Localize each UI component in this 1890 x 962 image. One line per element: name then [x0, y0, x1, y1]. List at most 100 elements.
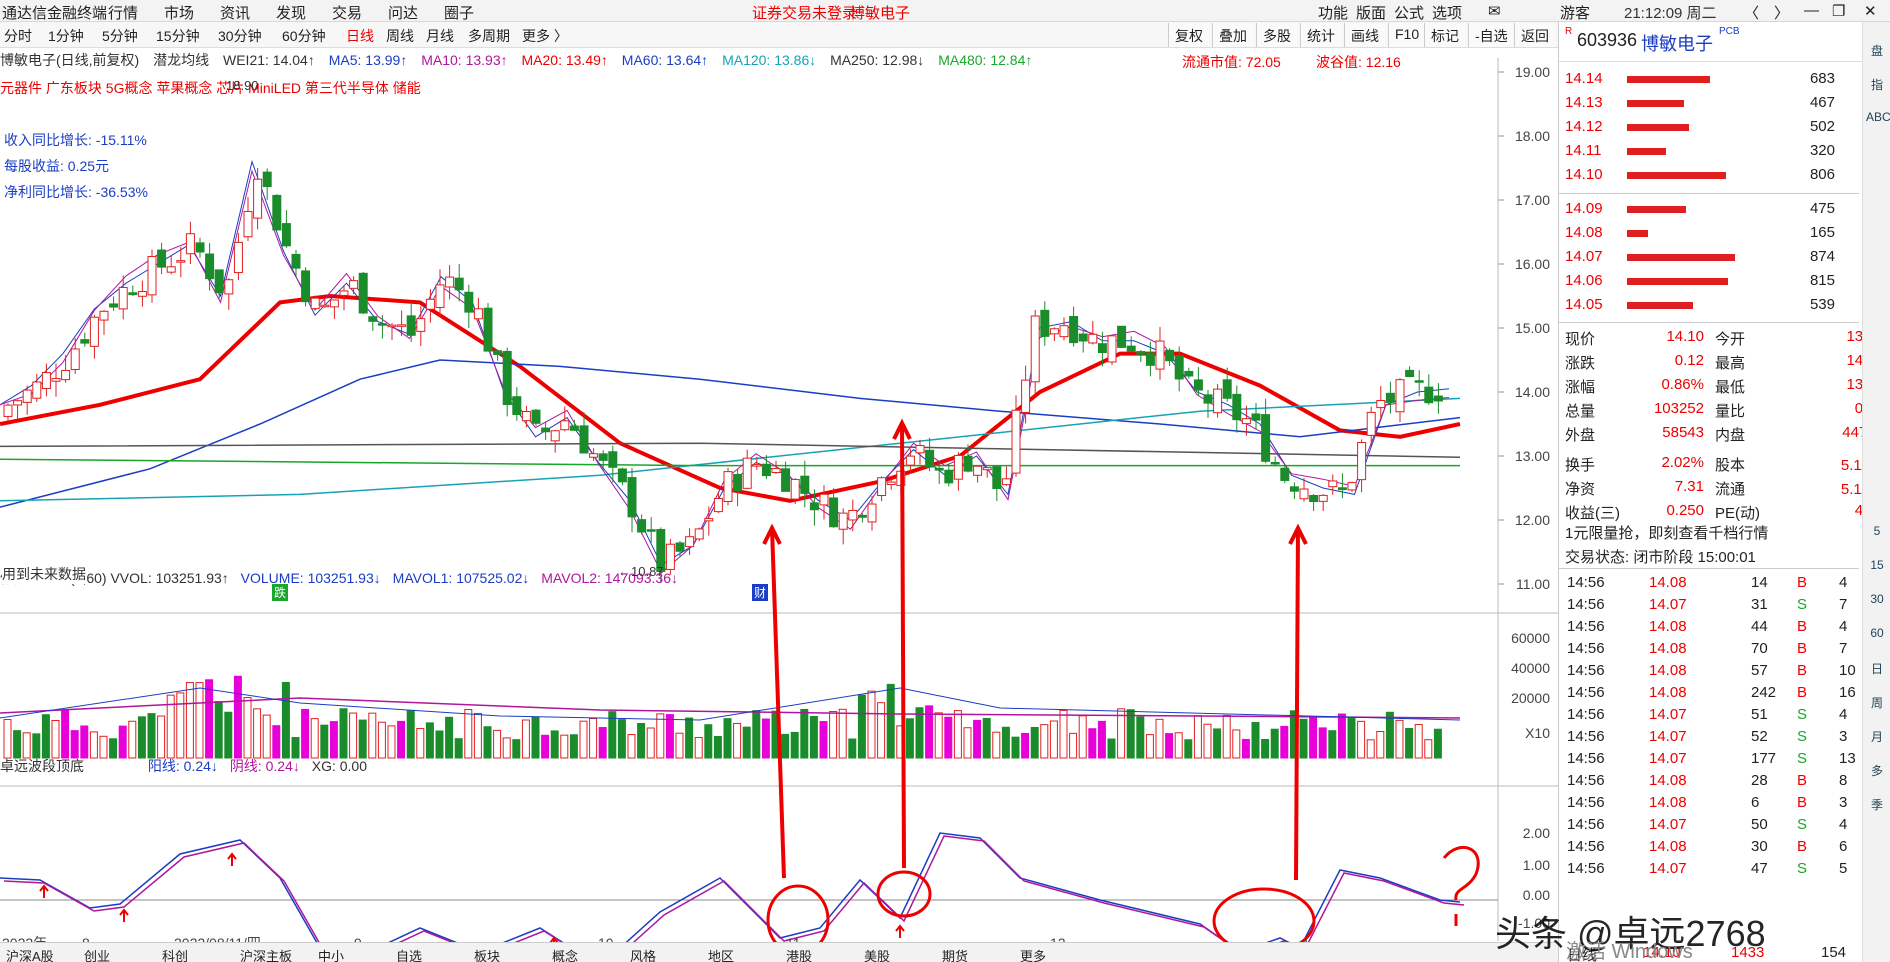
period-tab-60min[interactable]: 60分钟 [282, 28, 326, 44]
bid-row[interactable]: 14.06 815 [1565, 272, 1835, 294]
bottom-tab-4[interactable]: 中小 [318, 949, 345, 962]
side-tool-4[interactable]: 15 [1870, 558, 1884, 572]
bottom-tab-5[interactable]: 自选 [396, 949, 423, 962]
menu-gongneng[interactable]: 功能 [1318, 5, 1349, 22]
menu-hangqing[interactable]: 行情 [108, 5, 139, 22]
bottom-tab-6[interactable]: 板块 [474, 949, 501, 962]
period-tab-30min[interactable]: 30分钟 [218, 28, 262, 44]
kline-chart[interactable]: 19.0018.0017.0016.0015.0014.0013.0012.00… [0, 48, 1558, 942]
period-tab-5min[interactable]: 5分钟 [102, 28, 138, 44]
message-icon[interactable]: ✉ [1488, 3, 1501, 20]
period-tab-15min[interactable]: 15分钟 [156, 28, 200, 44]
period-tab-fenshi[interactable]: 分时 [4, 28, 32, 44]
restore-icon[interactable]: ❐ [1832, 3, 1846, 20]
tongji-button[interactable]: 统计 [1300, 23, 1341, 47]
menu-jiaoyi[interactable]: 交易 [332, 5, 363, 22]
side-tool-7[interactable]: 日 [1870, 662, 1883, 676]
volume-bar [329, 721, 338, 759]
side-tool-5[interactable]: 30 [1870, 592, 1884, 606]
diejia-button[interactable]: 叠加 [1212, 23, 1253, 47]
candle-body [1376, 399, 1386, 409]
menu-banmian[interactable]: 版面 [1356, 5, 1387, 22]
menu-shichang[interactable]: 市场 [164, 5, 195, 22]
candle-body [982, 467, 992, 471]
huaxian-button[interactable]: 画线 [1344, 23, 1385, 47]
forward-arrow-icon[interactable]: 〉 [1774, 5, 1790, 22]
menu-quanzi[interactable]: 圈子 [444, 5, 475, 22]
bottom-tab-7[interactable]: 概念 [552, 949, 579, 962]
tick-volume: 177 [1751, 750, 1777, 767]
oscillator-name[interactable]: 卓远波段顶底 [0, 758, 84, 774]
period-tab-more[interactable]: 更多 〉 [522, 28, 568, 44]
fuquan-button[interactable]: 复权 [1168, 23, 1209, 47]
period-tab-weekly[interactable]: 周线 [386, 28, 414, 44]
bid-row[interactable]: 14.09 475 [1565, 200, 1835, 222]
bottom-tab-10[interactable]: 港股 [786, 949, 813, 962]
candle-body [1040, 309, 1050, 337]
stock-name[interactable]: 博敏电子 [1641, 34, 1713, 54]
bottom-tab-1[interactable]: 创业 [84, 949, 111, 962]
period-tab-daily[interactable]: 日线 [346, 28, 374, 44]
depth-bar [1627, 124, 1689, 131]
bottom-tab-3[interactable]: 沪深主板 [240, 949, 293, 962]
back-arrow-icon[interactable]: 〈 [1744, 5, 1760, 22]
close-icon[interactable]: ✕ [1864, 3, 1877, 20]
side-tool-10[interactable]: 多 [1870, 764, 1883, 778]
menu-gongshi[interactable]: 公式 [1394, 5, 1425, 22]
bottom-tab-11[interactable]: 美股 [864, 949, 891, 962]
concept-tags[interactable]: 元器件 广东板块 5G概念 苹果概念 芯片 MiniLED 第三代半导体 储能 [0, 80, 421, 96]
side-tool-3[interactable]: 5 [1873, 524, 1881, 538]
side-tool-11[interactable]: 季 [1870, 798, 1883, 812]
tick-last-row: 日线 14.10 1433 154 [1559, 944, 1859, 962]
ask-row[interactable]: 14.14 683 [1565, 70, 1835, 92]
menu-xuanxiang[interactable]: 选项 [1432, 5, 1463, 22]
zixuan-button[interactable]: -自选 [1468, 23, 1514, 47]
duogu-button[interactable]: 多股 [1256, 23, 1297, 47]
bottom-tab-8[interactable]: 风格 [630, 949, 657, 962]
side-tool-1[interactable]: 指 [1870, 78, 1883, 92]
cycle-label[interactable]: 日线 [1567, 947, 1598, 962]
period-tab-multi[interactable]: 多周期 [468, 28, 510, 44]
cai-marker[interactable]: 财 [752, 584, 769, 601]
f10-button[interactable]: F10 [1388, 23, 1426, 47]
tick-volume: 70 [1751, 640, 1768, 657]
tick-price: 14.07 [1649, 860, 1687, 877]
tick-row: 14:56 14.07 177 S 13 [1565, 750, 1856, 770]
menu-zixun[interactable]: 资讯 [220, 5, 251, 22]
volume-bar [617, 719, 626, 759]
indicator-name[interactable]: 潜龙均线 [153, 52, 210, 68]
biaoji-button[interactable]: 标记 [1424, 23, 1465, 47]
bid-row[interactable]: 14.08 165 [1565, 224, 1835, 246]
ask-row[interactable]: 14.10 806 [1565, 166, 1835, 188]
size: 806 [1809, 166, 1835, 183]
bottom-tab-9[interactable]: 地区 [708, 949, 735, 962]
ask-row[interactable]: 14.12 502 [1565, 118, 1835, 140]
minimize-icon[interactable]: — [1804, 2, 1819, 19]
side-tool-0[interactable]: 盘 [1870, 44, 1883, 58]
side-tool-2[interactable]: ABC [1866, 110, 1890, 124]
menu-wenda[interactable]: 问达 [388, 5, 419, 22]
menu-faxian[interactable]: 发现 [276, 5, 307, 22]
bid-row[interactable]: 14.05 539 [1565, 296, 1835, 318]
tick-count: 3 [1839, 794, 1848, 811]
bid-row[interactable]: 14.07 874 [1565, 248, 1835, 270]
login-notice[interactable]: 证券交易未登录 [752, 5, 858, 22]
period-tab-1min[interactable]: 1分钟 [48, 28, 84, 44]
bottom-tab-12[interactable]: 期货 [942, 949, 969, 962]
period-tab-monthly[interactable]: 月线 [426, 28, 454, 44]
ask-row[interactable]: 14.11 320 [1565, 142, 1835, 164]
fanhui-button[interactable]: 返回 [1514, 23, 1555, 47]
bottom-tab-0[interactable]: 沪深A股 [6, 949, 54, 962]
promo-link[interactable]: 1元限量抢，即刻查看千档行情 [1565, 525, 1769, 542]
side-tool-6[interactable]: 60 [1870, 626, 1884, 640]
volume-bar [1337, 713, 1346, 759]
volume-bar [425, 722, 434, 759]
side-tool-9[interactable]: 月 [1870, 730, 1883, 744]
moving-average-lines [0, 159, 1461, 574]
guest-label[interactable]: 游客 [1560, 5, 1591, 22]
bottom-tab-2[interactable]: 科创 [162, 949, 189, 962]
die-marker[interactable]: 跌 [272, 584, 289, 601]
bottom-tab-13[interactable]: 更多 [1020, 949, 1047, 962]
side-tool-8[interactable]: 周 [1870, 696, 1883, 710]
ask-row[interactable]: 14.13 467 [1565, 94, 1835, 116]
